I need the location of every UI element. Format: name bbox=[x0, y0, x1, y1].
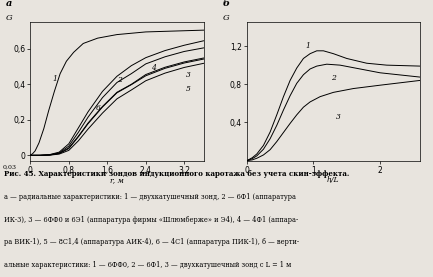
Text: альные характеристики: 1 — 6ФФ0, 2 — 6Ф1, 3 — двухкатушечный зонд с L = 1 м: альные характеристики: 1 — 6ФФ0, 2 — 6Ф1… bbox=[4, 261, 291, 269]
Text: 1: 1 bbox=[53, 75, 58, 83]
Text: 5: 5 bbox=[186, 85, 191, 93]
Text: 3: 3 bbox=[186, 71, 191, 79]
Text: 2: 2 bbox=[331, 74, 336, 82]
X-axis label: r, м: r, м bbox=[110, 176, 124, 184]
Text: 1: 1 bbox=[306, 42, 310, 50]
Text: G: G bbox=[223, 14, 229, 22]
Text: 0,03: 0,03 bbox=[3, 165, 16, 170]
X-axis label: h/L: h/L bbox=[327, 176, 340, 184]
Text: ИК-3), 3 — 6ФФ0 и 6Э1 (аппаратура фирмы «Шлюмберже» и Э4), 4 — 4Ф1 (аппара-: ИК-3), 3 — 6ФФ0 и 6Э1 (аппаратура фирмы … bbox=[4, 216, 299, 224]
Text: 6: 6 bbox=[96, 104, 101, 112]
Text: a: a bbox=[6, 0, 13, 8]
Text: 2: 2 bbox=[117, 76, 122, 84]
Text: ра ВИК-1), 5 — 8С1,4 (аппаратура АИК-4), 6 — 4С1 (аппаратура ПИК-1), б — верти-: ра ВИК-1), 5 — 8С1,4 (аппаратура АИК-4),… bbox=[4, 238, 300, 247]
Text: а — радиальные характеристики: 1 — двухкатушечный зонд, 2 — 6Ф1 (аппаратура: а — радиальные характеристики: 1 — двухк… bbox=[4, 193, 296, 201]
Text: G: G bbox=[6, 14, 13, 22]
Text: 3: 3 bbox=[336, 113, 341, 121]
Text: Рис. 45. Характеристики зондов индукционного каротажа без учета скин-эффекта.: Рис. 45. Характеристики зондов индукцион… bbox=[4, 170, 350, 178]
Text: б: б bbox=[223, 0, 229, 8]
Text: 4: 4 bbox=[151, 64, 155, 72]
